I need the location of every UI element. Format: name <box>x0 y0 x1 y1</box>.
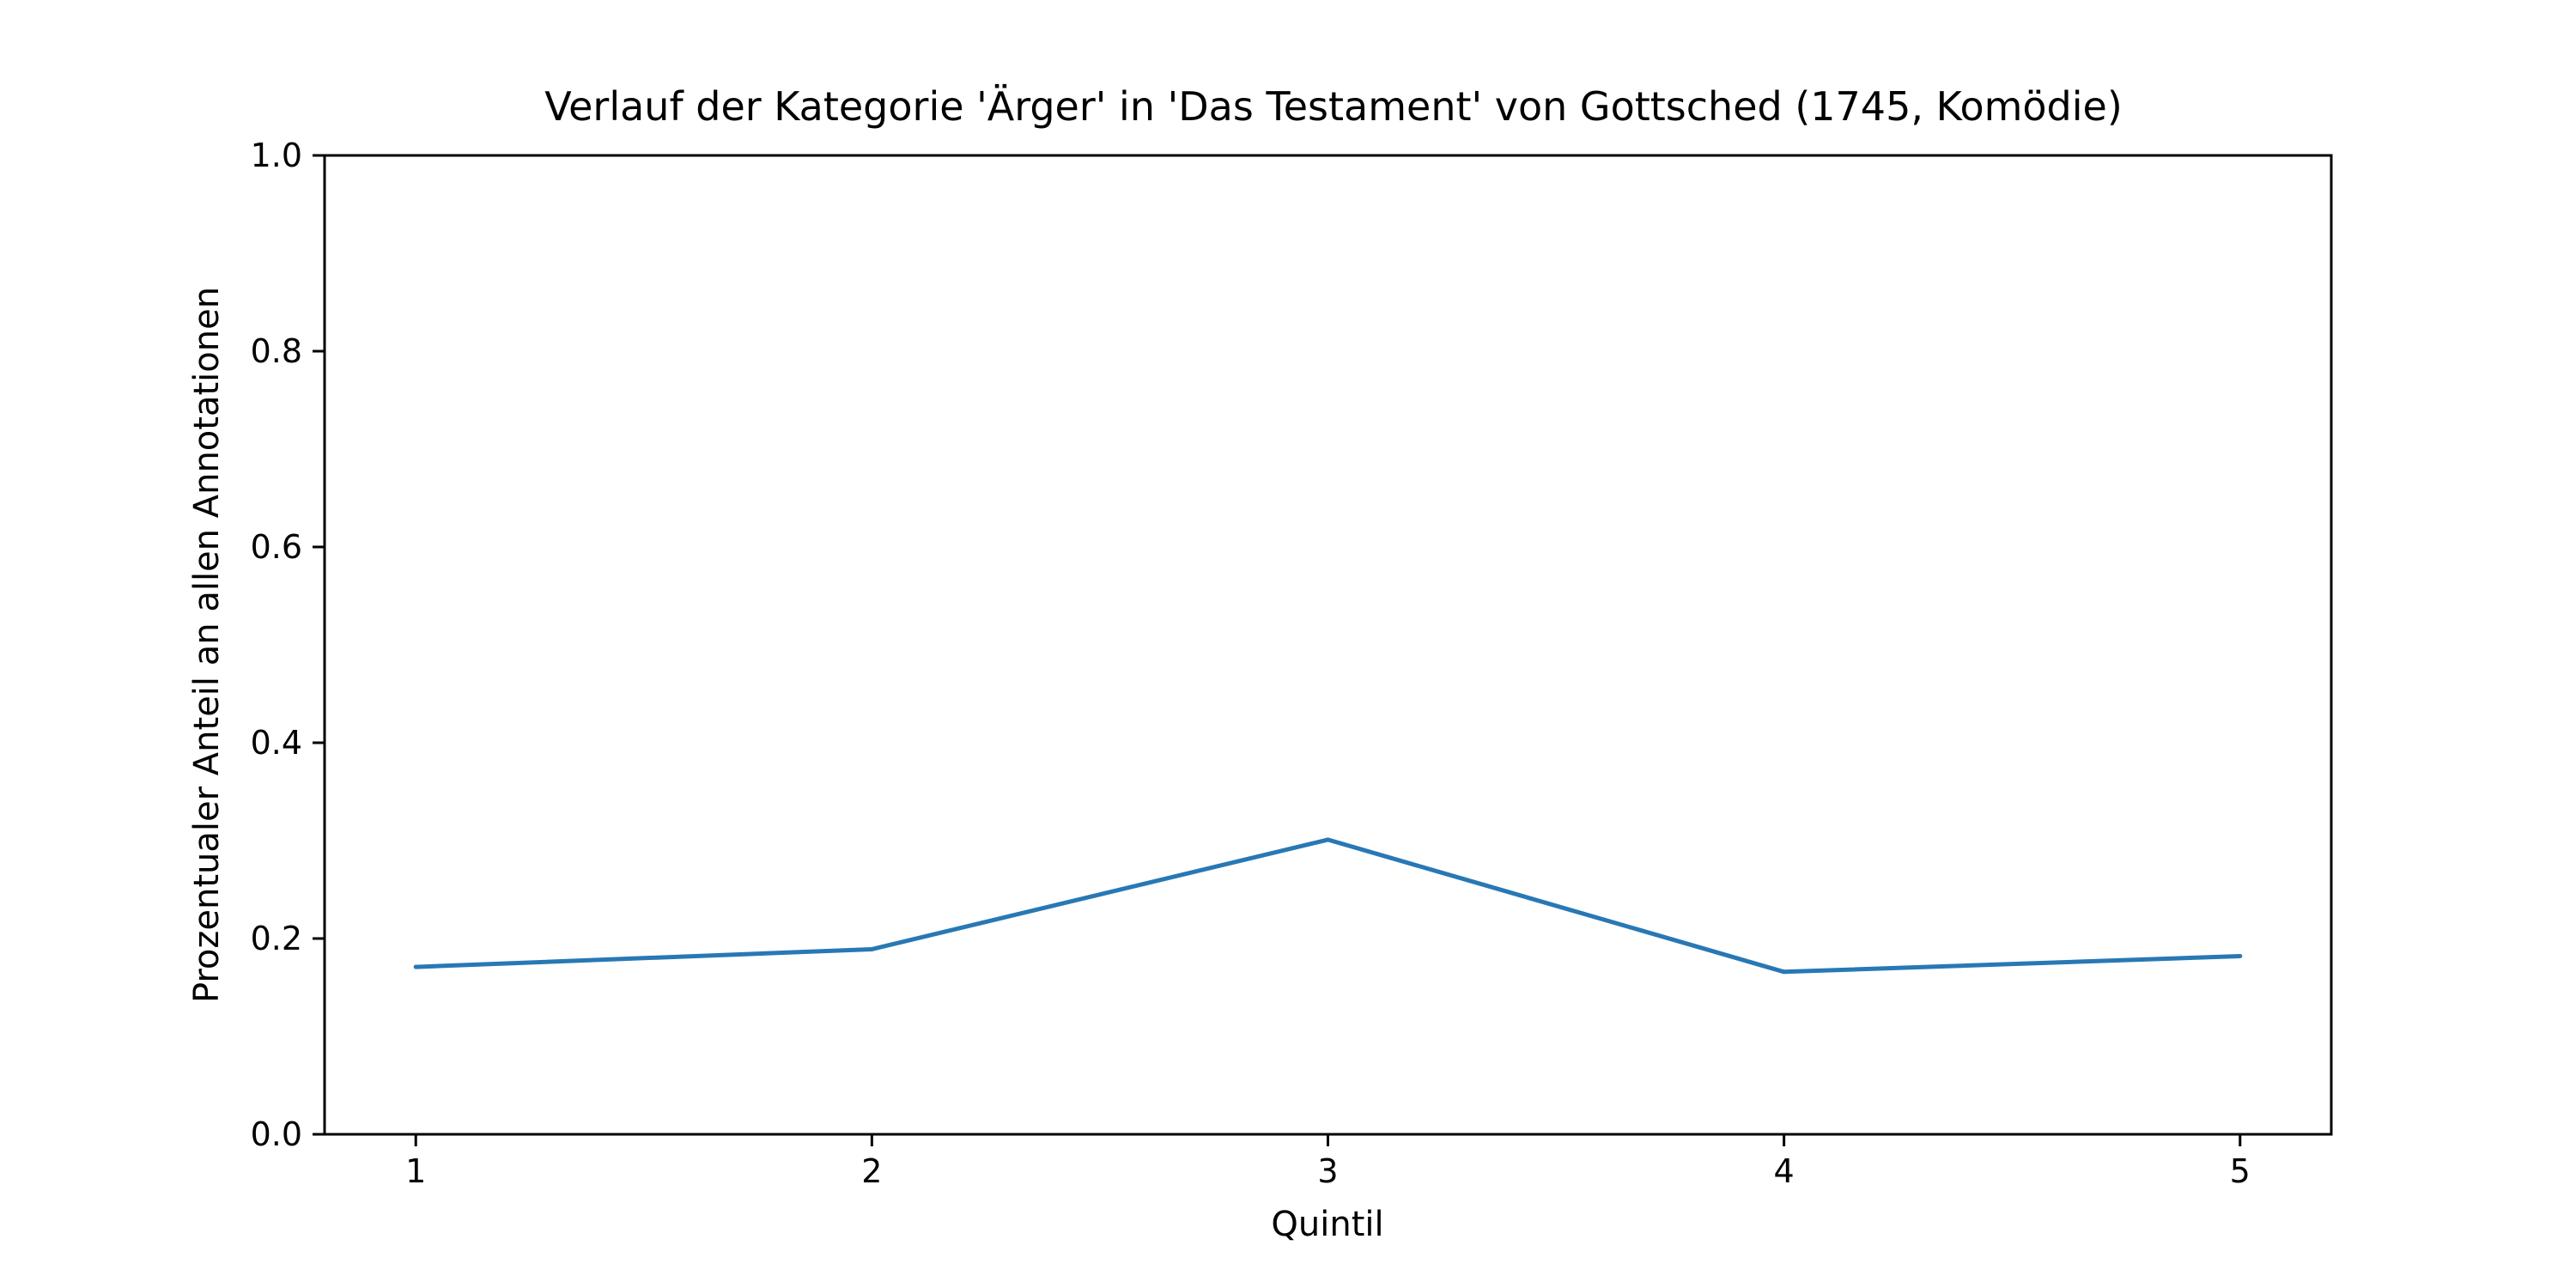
y-tick-label: 0.0 <box>251 1115 302 1153</box>
x-tick-label: 1 <box>405 1152 426 1190</box>
x-axis-label: Quintil <box>1271 1205 1383 1244</box>
plot-area-frame <box>323 154 2333 1136</box>
chart-title: Verlauf der Kategorie 'Ärger' in 'Das Te… <box>544 83 2123 130</box>
x-tick-label: 5 <box>2230 1152 2251 1190</box>
y-axis-ticks: 0.0 0.2 0.4 0.6 0.8 1.0 <box>251 137 325 1153</box>
y-tick-label: 0.6 <box>251 528 302 566</box>
data-point <box>869 947 874 952</box>
x-tick-label: 2 <box>861 1152 882 1190</box>
data-point <box>1782 969 1787 975</box>
data-point <box>2238 954 2243 959</box>
y-tick-label: 0.2 <box>251 920 302 957</box>
series-layer <box>413 837 2243 975</box>
x-tick-label: 3 <box>1317 1152 1338 1190</box>
y-tick-label: 0.4 <box>251 724 302 762</box>
y-axis-label: Prozentualer Anteil an allen Annotatione… <box>187 287 227 1003</box>
data-point <box>1326 837 1330 842</box>
data-point <box>413 964 418 969</box>
x-tick-label: 4 <box>1774 1152 1795 1190</box>
x-axis-ticks: 1 2 3 4 5 <box>405 1134 2251 1190</box>
y-tick-label: 0.8 <box>251 332 302 370</box>
y-tick-label: 1.0 <box>251 137 302 174</box>
